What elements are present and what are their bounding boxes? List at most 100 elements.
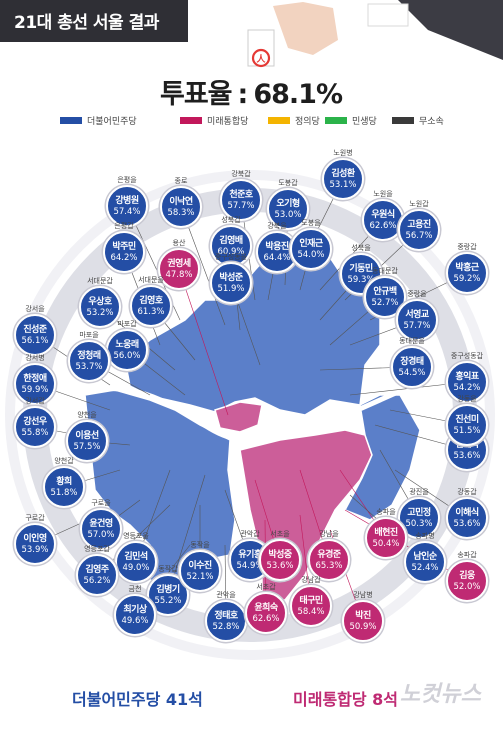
district-result-card[interactable]: 정태호 52.8% (205, 600, 247, 642)
district-result-card[interactable]: 한정애 59.9% (14, 363, 56, 405)
vote-percentage: 53.9% (21, 544, 49, 555)
district-result-card[interactable]: 최기상 49.6% (114, 594, 156, 636)
district-result-card[interactable]: 박주민 64.2% (103, 231, 145, 273)
district-result-card[interactable]: 이용선 57.5% (66, 420, 108, 462)
winner-name: 박진 (355, 610, 371, 621)
district-result-card[interactable]: 강선우 55.8% (14, 406, 56, 448)
legend-item: 민생당 (325, 114, 377, 127)
legend-item: 무소속 (392, 114, 444, 127)
district-name-label: 중랑을 (407, 290, 427, 298)
winner-name: 이용선 (75, 430, 99, 441)
vote-percentage: 57.4% (113, 206, 141, 217)
leader-line (178, 268, 229, 416)
district-name-label: 금천 (128, 585, 142, 593)
district-result-card[interactable]: 우상호 53.2% (79, 286, 121, 328)
district-name-label: 노원갑 (409, 200, 429, 208)
district-result-card[interactable]: 장경태 54.5% (391, 346, 433, 388)
vote-percentage: 62.6% (369, 220, 397, 231)
winner-name: 이수진 (188, 560, 212, 571)
district-result-card[interactable]: 윤희숙 62.6% (245, 592, 287, 634)
district-result-card[interactable]: 진성준 56.1% (14, 314, 56, 356)
district-name-label: 강서병 (25, 354, 45, 362)
vote-percentage: 58.3% (167, 207, 195, 218)
winner-name: 김민석 (124, 551, 148, 562)
district-result-card[interactable]: 천준호 57.7% (220, 179, 262, 221)
district-name-label: 중구성동갑 (450, 352, 484, 360)
district-name-label: 구로갑 (25, 514, 45, 522)
watermark: 노컷뉴스 (400, 682, 481, 707)
vote-percentage: 60.9% (217, 246, 245, 257)
district-result-card[interactable]: 정청래 53.7% (68, 340, 110, 382)
party-legend: 더불어민주당 미래통합당 정의당 민생당 무소속 (0, 114, 503, 132)
district-name-label: 서초을 (270, 530, 290, 538)
vote-percentage: 55.8% (21, 427, 49, 438)
district-result-card[interactable]: 박진 50.9% (342, 600, 384, 642)
district-result-card[interactable]: 이인영 53.9% (14, 523, 56, 565)
district-name-label: 서초갑 (256, 583, 276, 591)
district-result-card[interactable]: 이낙연 58.3% (160, 186, 202, 228)
district-result-card[interactable]: 박성중 53.6% (259, 539, 301, 581)
district-result-card[interactable]: 유경준 65.3% (308, 539, 350, 581)
district-result-card[interactable]: 이해식 53.6% (446, 497, 488, 539)
district-result-card[interactable]: 홍익표 54.2% (446, 361, 488, 403)
vote-percentage: 59.2% (453, 273, 481, 284)
vote-percentage: 57.5% (73, 441, 101, 452)
district-result-card[interactable]: 남인순 52.4% (404, 541, 446, 583)
district-name-label: 강남갑 (301, 576, 321, 584)
vote-percentage: 65.3% (315, 560, 343, 571)
vote-percentage: 53.6% (266, 560, 294, 571)
legend-swatch (180, 117, 202, 124)
district-result-card[interactable]: 김영호 61.3% (130, 285, 172, 327)
district-result-card[interactable]: 태구민 58.4% (290, 585, 332, 627)
vote-percentage: 57.0% (87, 529, 115, 540)
vote-percentage: 62.6% (252, 613, 280, 624)
vote-percentage: 50.4% (372, 538, 400, 549)
legend-item: 더불어민주당 (60, 114, 137, 127)
district-name-label: 동대문을 (399, 337, 425, 345)
winner-name: 이해식 (455, 507, 479, 518)
vote-percentage: 54.0% (297, 249, 325, 260)
winner-name: 박성준 (219, 272, 243, 283)
winner-name: 박주민 (112, 241, 136, 252)
winner-name: 한정애 (23, 373, 47, 384)
vote-percentage: 57.7% (403, 320, 431, 331)
district-name-label: 성북갑 (221, 216, 241, 224)
district-result-card[interactable]: 김성환 53.1% (322, 158, 364, 200)
svg-text:人: 人 (255, 53, 266, 65)
winner-name: 진성준 (23, 324, 47, 335)
district-result-card[interactable]: 배현진 50.4% (365, 517, 407, 559)
turnout-display: 투표율:68.1% (160, 79, 343, 110)
district-result-card[interactable]: 인재근 54.0% (290, 228, 332, 270)
district-result-card[interactable]: 박홍근 59.2% (446, 252, 488, 294)
district-result-card[interactable]: 윤건영 57.0% (80, 508, 122, 550)
district-result-card[interactable]: 고용진 56.7% (398, 209, 440, 251)
district-result-card[interactable]: 이수진 52.1% (179, 550, 221, 592)
district-name-label: 동대문갑 (372, 267, 398, 275)
winner-name: 우상호 (88, 296, 112, 307)
district-result-card[interactable]: 진선미 51.5% (446, 404, 488, 446)
district-result-card[interactable]: 김웅 52.0% (446, 560, 488, 602)
district-name-label: 구로을 (91, 499, 111, 507)
district-result-card[interactable]: 강병원 57.4% (106, 185, 148, 227)
district-result-card[interactable]: 김병기 55.2% (147, 574, 189, 616)
district-result-card[interactable]: 권영세 47.8% (158, 248, 200, 290)
district-name-label: 관악을 (216, 591, 236, 599)
district-name-label: 종로 (174, 177, 188, 185)
winner-name: 윤건영 (89, 518, 113, 529)
southwest-seoul-region (84, 389, 236, 591)
winner-name: 진선미 (455, 414, 479, 425)
district-name-label: 강북갑 (231, 170, 251, 178)
district-name-label: 서대문을 (138, 276, 164, 284)
district-result-card[interactable]: 서영교 57.7% (396, 299, 438, 341)
winner-name: 인재근 (299, 238, 323, 249)
district-result-card[interactable]: 오기형 53.0% (267, 188, 309, 230)
district-result-card[interactable]: 박성준 51.9% (210, 262, 252, 304)
district-result-card[interactable]: 황희 51.8% (43, 466, 85, 508)
district-result-card[interactable]: 노웅래 56.0% (106, 329, 148, 371)
winner-name: 고용진 (407, 219, 431, 230)
district-name-label: 양천을 (77, 411, 97, 419)
district-result-card[interactable]: 김영주 56.2% (76, 554, 118, 596)
district-result-card[interactable]: 김민석 49.0% (115, 541, 157, 583)
district-result-card[interactable]: 우원식 62.6% (362, 199, 404, 241)
